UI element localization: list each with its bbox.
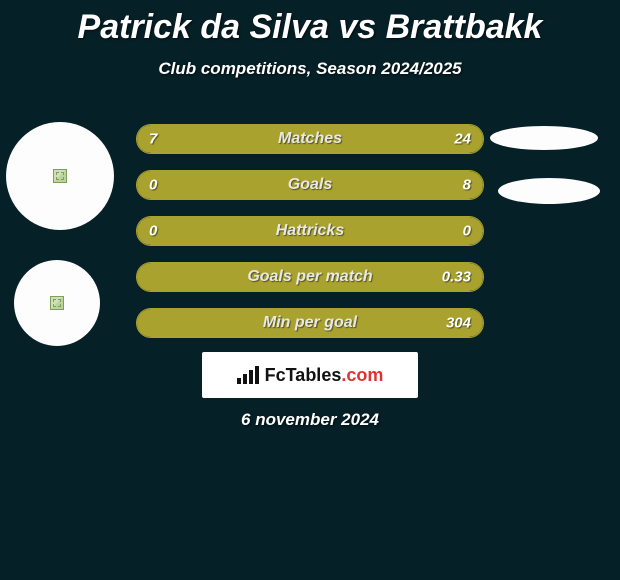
brand-text: FcTables.com — [265, 365, 384, 386]
date-label: 6 november 2024 — [0, 410, 620, 430]
stats-bars: Matches724Goals08Hattricks00Goals per ma… — [136, 124, 484, 354]
stat-row: Matches7 24 — [136, 124, 484, 154]
brand-suffix: .com — [341, 365, 383, 385]
stat-value-left: 0 — [149, 223, 157, 240]
stat-label: Goals per match — [137, 268, 483, 286]
stat-value-right: 24 — [454, 131, 471, 148]
stat-label: Hattricks — [137, 222, 483, 240]
stat-row: Goals per match0.33 — [136, 262, 484, 292]
player-avatar-left-2 — [14, 260, 100, 346]
image-placeholder-icon — [53, 169, 67, 183]
stat-label: Min per goal — [137, 314, 483, 332]
chart-bars-icon — [237, 366, 259, 384]
page-title: Patrick da Silva vs Brattbakk — [0, 0, 620, 47]
stat-value-right: 8 — [463, 177, 471, 194]
player-marker-right-2 — [498, 178, 600, 204]
stat-value-left: 7 — [149, 131, 157, 148]
brand-badge[interactable]: FcTables.com — [202, 352, 418, 398]
stat-row: Min per goal304 — [136, 308, 484, 338]
stat-row: Hattricks0 0 — [136, 216, 484, 246]
stat-value-right: 0.33 — [442, 269, 471, 286]
stat-value-left: 0 — [149, 177, 157, 194]
player-marker-right-1 — [490, 126, 598, 150]
image-placeholder-icon — [50, 296, 64, 310]
brand-main: FcTables — [265, 365, 342, 385]
stat-value-right: 0 — [463, 223, 471, 240]
stat-value-right: 304 — [446, 315, 471, 332]
stat-label: Goals — [137, 176, 483, 194]
player-avatar-left-1 — [6, 122, 114, 230]
page-subtitle: Club competitions, Season 2024/2025 — [0, 59, 620, 79]
stat-row: Goals0 8 — [136, 170, 484, 200]
stat-label: Matches — [137, 130, 483, 148]
